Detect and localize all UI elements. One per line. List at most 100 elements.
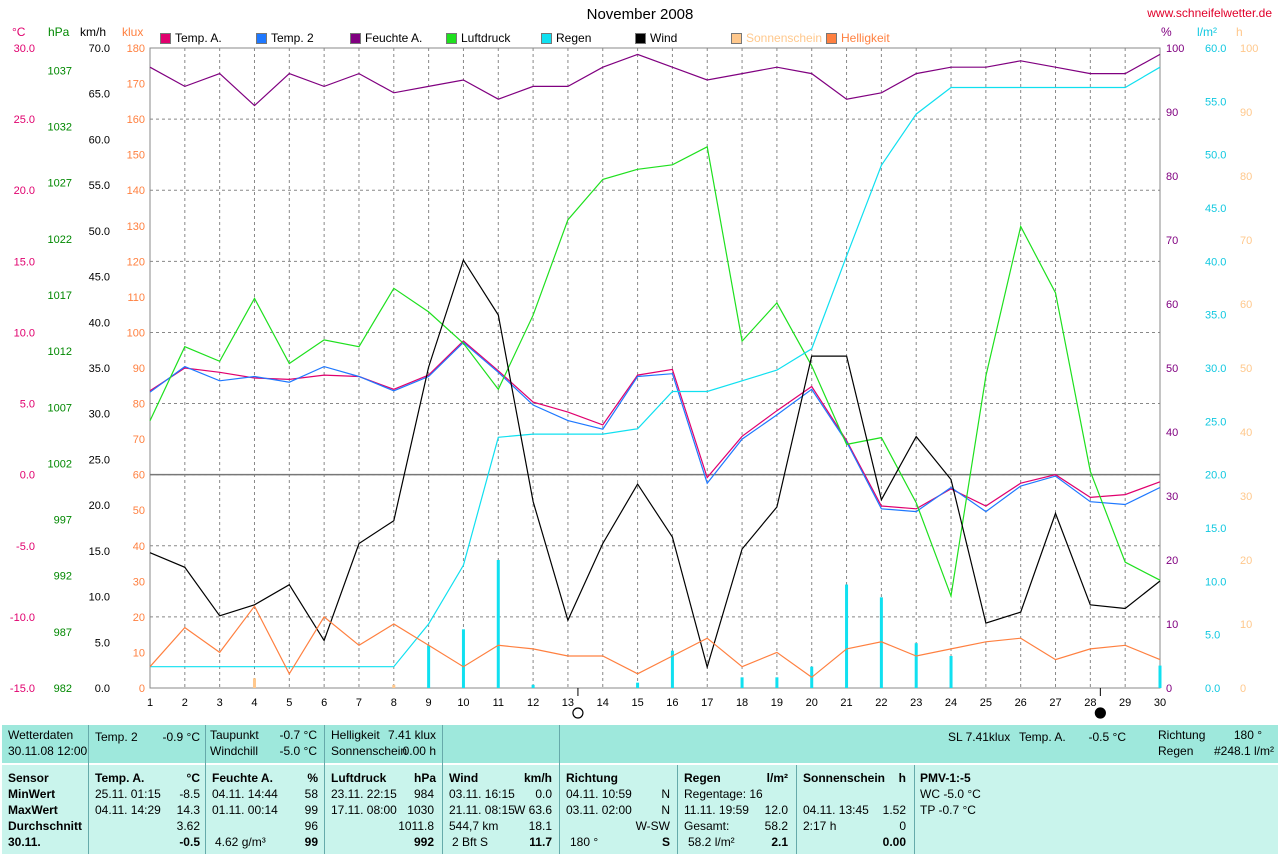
legend-wind: Wind	[635, 31, 677, 45]
pressure-tick-label: 1012	[48, 346, 72, 358]
feuchte-abs: 4.62 g/m³	[215, 835, 266, 849]
wind-unit-label: km/h	[80, 25, 107, 39]
tempa-value: -0.5 °C	[1088, 730, 1126, 744]
wind-tick-label: 0.0	[95, 683, 110, 695]
x-tick-label: 22	[875, 697, 887, 709]
tempa-label: Temp. A.	[1019, 730, 1066, 744]
tempa-avg: 3.62	[176, 819, 200, 833]
tempa-max-date: 04.11. 14:29	[95, 803, 161, 817]
rain-tick-label: 35.0	[1205, 310, 1226, 322]
regen-gesamt-label: Gesamt:	[684, 819, 730, 833]
wind-tick-label: 25.0	[89, 454, 110, 466]
x-tick-label: 28	[1084, 697, 1096, 709]
feuchte-avg: 96	[304, 819, 318, 833]
sensor-title: Sensor	[8, 771, 49, 785]
sun-tick-label: 0	[1240, 683, 1246, 695]
x-tick-label: 21	[840, 697, 852, 709]
temp-tick-label: -10.0	[10, 612, 35, 624]
legend-regen: Regen	[541, 31, 591, 45]
tempa-min-date: 25.11. 01:15	[95, 787, 161, 801]
rain-day-bar	[775, 677, 779, 688]
pressure-tick-label: 1027	[48, 178, 72, 190]
sonnenschein-title: Sonnenschein	[803, 771, 886, 785]
pressure-tick-label: 1007	[48, 402, 72, 414]
wind-tick-label: 50.0	[89, 226, 110, 238]
richtung-r1-date: 04.11. 10:59	[566, 787, 632, 801]
series-line-temp-a-	[149, 340, 1161, 510]
sonnenschein-label: Sonnenschein	[331, 744, 408, 758]
pressure-tick-label: 1017	[48, 290, 72, 302]
legend-temp-2: Temp. 2	[256, 31, 314, 45]
rain-day-bar	[427, 645, 431, 688]
light-tick-label: 10	[133, 647, 145, 659]
rain-tick-label: 40.0	[1205, 256, 1226, 268]
richtung-r2: N	[661, 803, 670, 817]
rain-day-bar	[461, 629, 465, 688]
x-tick-label: 16	[666, 697, 678, 709]
sonnenschein-duration: 2:17 h	[803, 819, 837, 833]
humidity-tick-label: 50	[1166, 363, 1178, 375]
x-tick-label: 7	[356, 697, 362, 709]
temp-tick-label: 30.0	[14, 43, 35, 55]
wind-tick-label: 30.0	[89, 409, 110, 421]
site-link[interactable]: www.schneifelwetter.de	[1147, 6, 1272, 20]
series-line-temp-2	[149, 341, 1161, 513]
luftdruck-min: 984	[413, 787, 434, 801]
light-tick-label: 100	[127, 327, 145, 339]
legend-luftdruck: Luftdruck	[446, 31, 510, 45]
sonnenschein-max-date: 04.11. 13:45	[803, 803, 869, 817]
humidity-tick-label: 40	[1166, 427, 1178, 439]
rain-day-bar	[879, 597, 883, 688]
maxwert-label: MaxWert	[8, 803, 58, 817]
rain-tick-label: 30.0	[1205, 363, 1226, 375]
legend-swatch	[635, 32, 646, 44]
temp-tick-label: -5.0	[16, 541, 35, 553]
wind-avg: 18.1	[528, 819, 552, 833]
temp-tick-label: 5.0	[20, 399, 35, 411]
rain-day-bar	[914, 643, 918, 688]
rain-day-bar	[1158, 665, 1162, 688]
sun-tick-label: 20	[1240, 555, 1252, 567]
sun-tick-label: 40	[1240, 427, 1252, 439]
x-tick-label: 25	[980, 697, 992, 709]
richtung-current-deg: 180 °	[570, 835, 599, 849]
legend-label: Regen	[556, 31, 592, 45]
luftdruck-max: 1030	[407, 803, 434, 817]
full-moon-icon	[572, 707, 584, 719]
legend-label: Temp. A.	[175, 31, 222, 45]
pressure-tick-label: 992	[54, 571, 72, 583]
light-tick-label: 130	[127, 221, 145, 233]
humidity-unit-label: %	[1161, 25, 1172, 39]
temp-tick-label: 0.0	[20, 470, 35, 482]
legend-swatch	[731, 32, 742, 44]
legend-swatch	[350, 32, 361, 44]
wind-tick-label: 20.0	[89, 500, 110, 512]
pressure-tick-label: 1022	[48, 234, 72, 246]
temp-tick-label: 20.0	[14, 185, 35, 197]
rain-tick-label: 0.0	[1205, 683, 1220, 695]
pmv-title: PMV-1:-5	[920, 771, 971, 785]
tempa-unit: °C	[186, 771, 200, 785]
luftdruck-title: Luftdruck	[331, 771, 387, 785]
x-tick-label: 1	[147, 697, 153, 709]
rain-day-bar	[670, 650, 674, 688]
current-date: 30.11.	[8, 835, 41, 849]
regen-sum: 58.2 l/m²	[688, 835, 735, 849]
pressure-tick-label: 1037	[48, 65, 72, 77]
sonnenschein-value: 0.00 h	[402, 744, 436, 758]
richtung-current: S	[661, 835, 670, 849]
legend-swatch	[541, 32, 552, 44]
statistics-row	[2, 765, 1278, 854]
pressure-tick-label: 982	[54, 683, 72, 695]
pmv-wc: WC -5.0 °C	[920, 787, 981, 801]
wind-tick-label: 15.0	[89, 546, 110, 558]
x-tick-label: 8	[391, 697, 397, 709]
humidity-tick-label: 10	[1166, 619, 1178, 631]
sonnenschein-unit: h	[898, 771, 906, 785]
richtung-r1: N	[661, 787, 670, 801]
x-tick-label: 30	[1154, 697, 1166, 709]
richtung-label: Richtung	[1158, 728, 1206, 742]
legend-label: Helligkeit	[841, 31, 890, 45]
feuchte-max: 99	[304, 803, 318, 817]
wind-title: Wind	[449, 771, 479, 785]
